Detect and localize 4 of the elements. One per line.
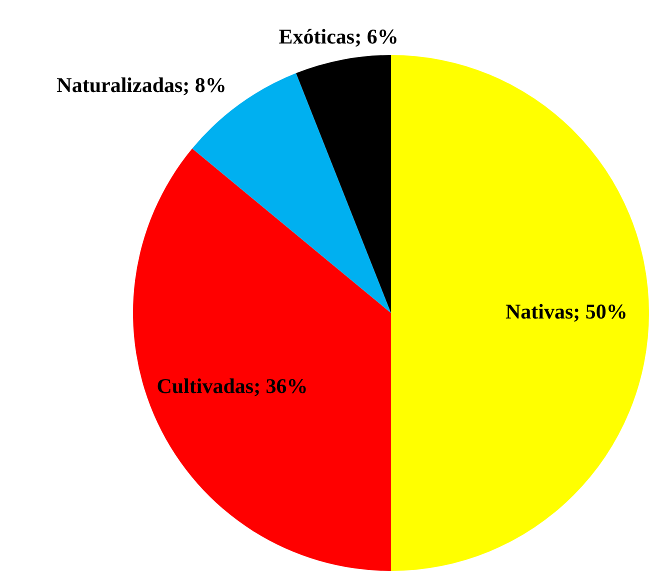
- slice-label: Exóticas; 6%: [278, 24, 398, 48]
- slice-label: Nativas; 50%: [505, 299, 628, 324]
- slice-label: Naturalizadas; 8%: [56, 72, 226, 97]
- slice-label: Cultivadas; 36%: [156, 374, 308, 398]
